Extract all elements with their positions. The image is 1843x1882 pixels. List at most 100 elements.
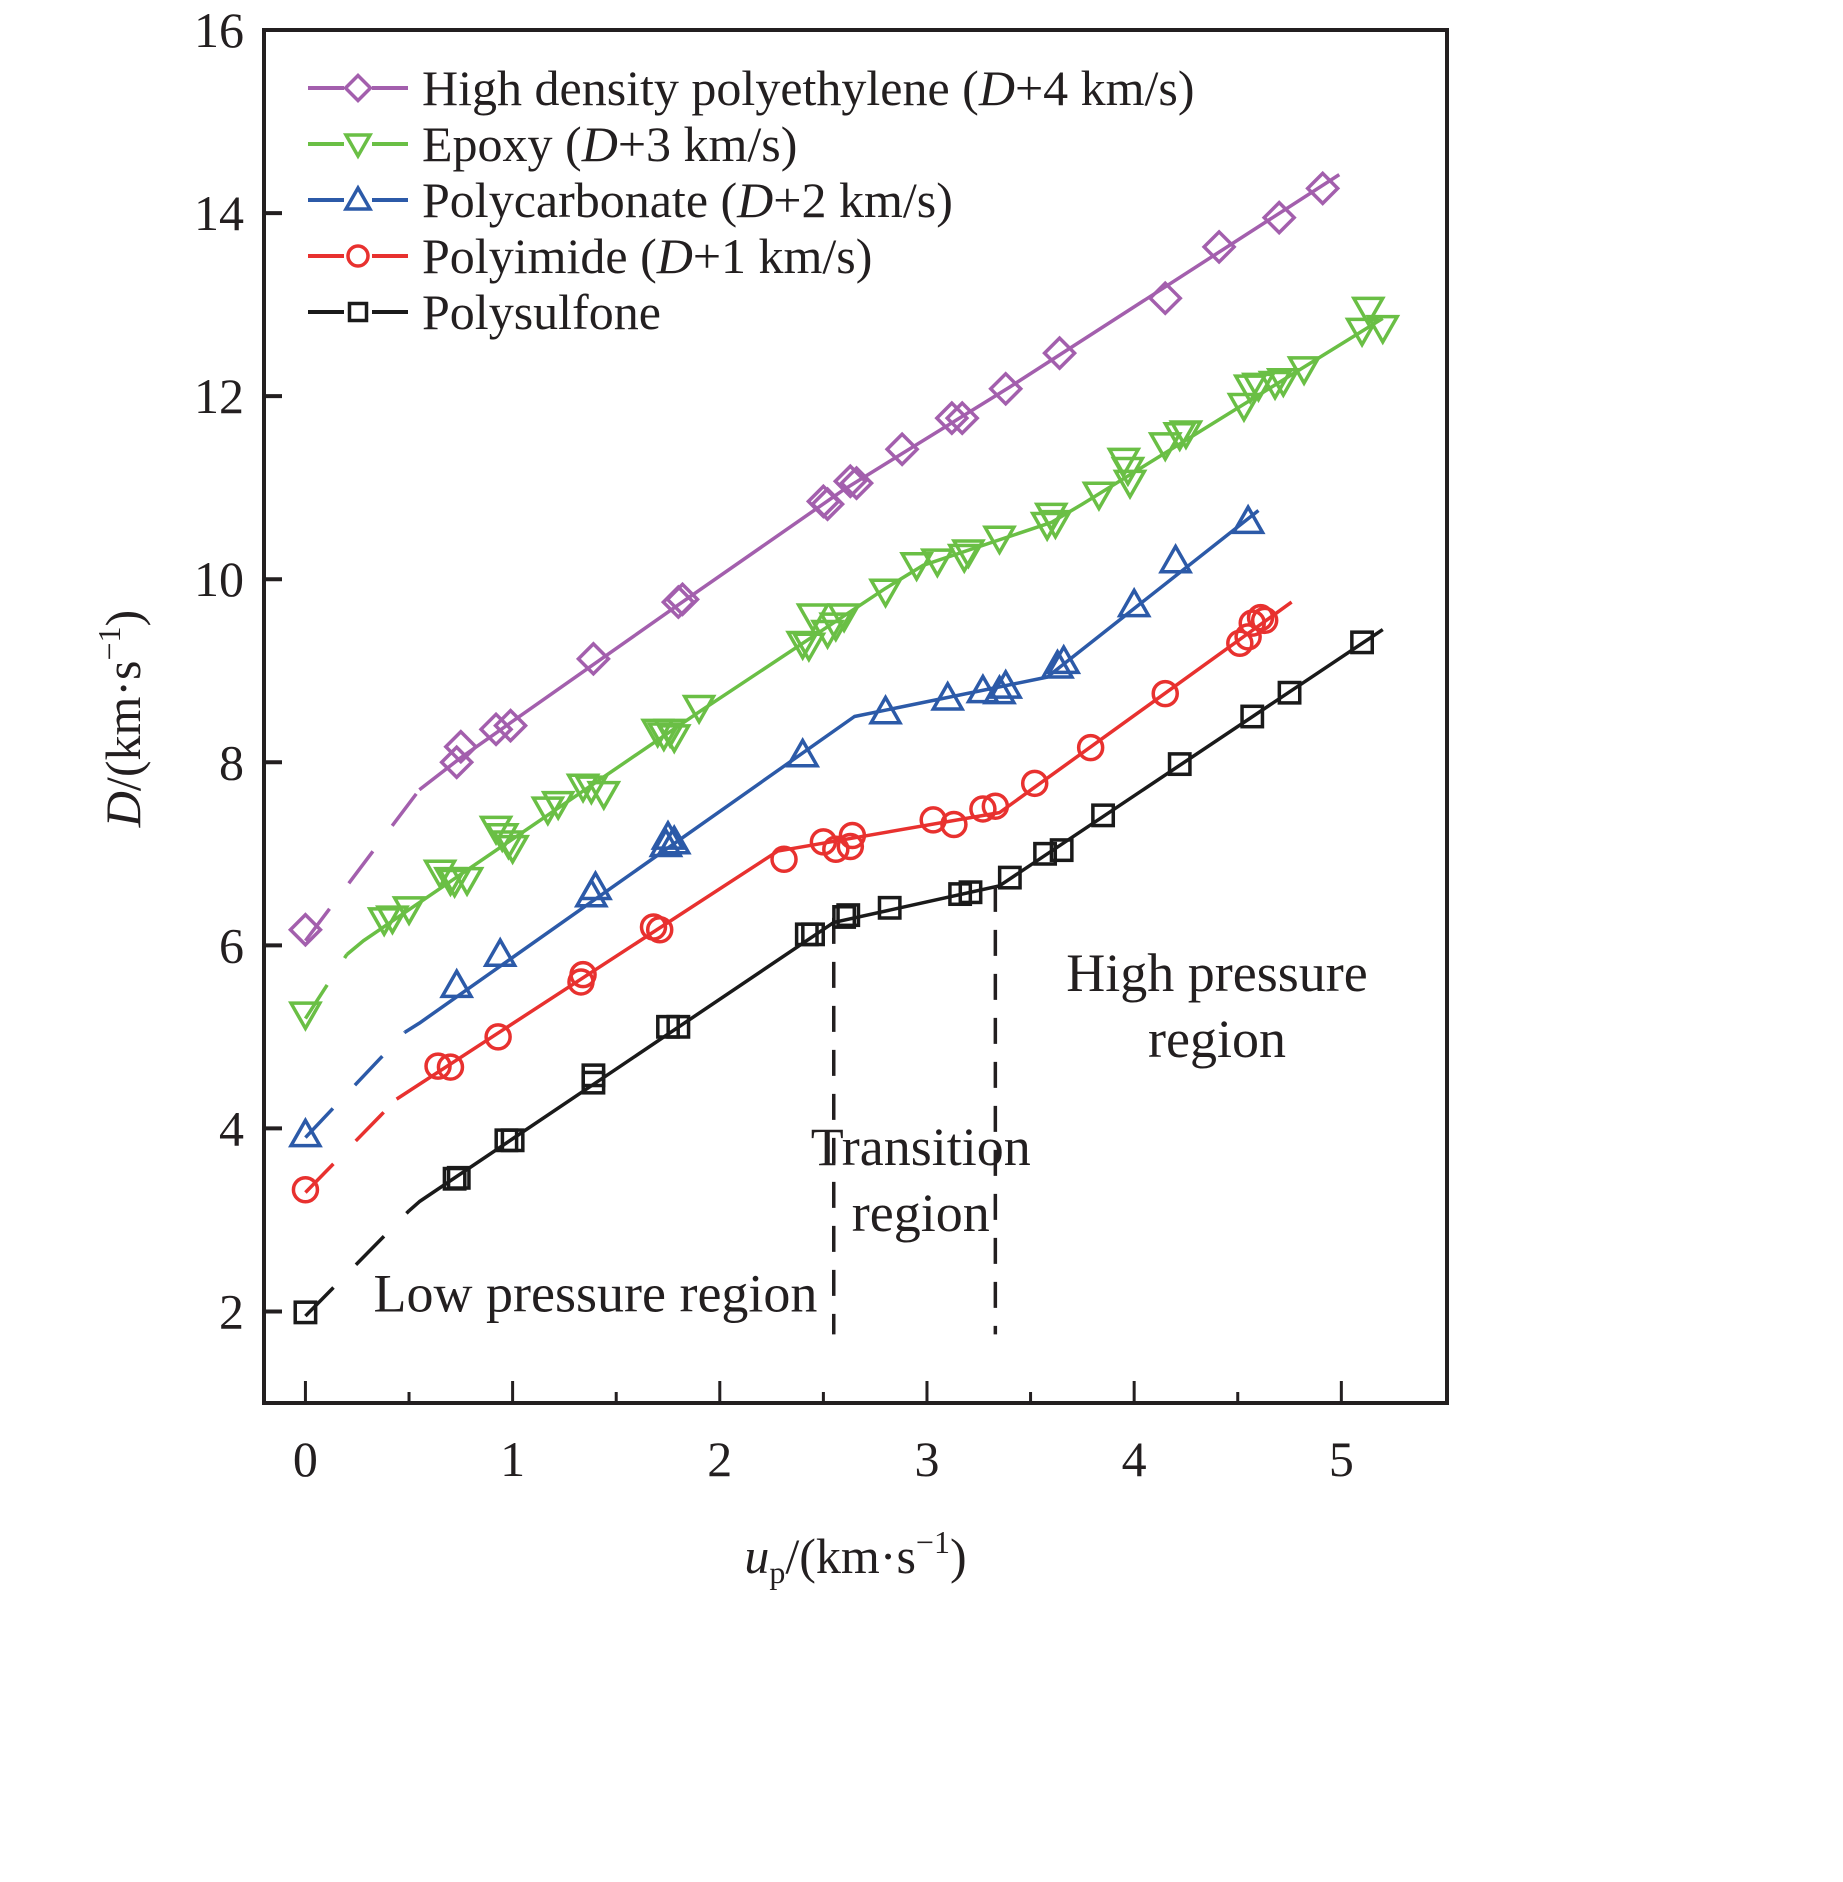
data-point-triangle-down	[1162, 422, 1198, 453]
data-point-triangle-down	[375, 905, 410, 936]
legend-item: Polysulfone	[308, 284, 661, 340]
data-point-square	[500, 1128, 525, 1153]
data-point-diamond	[944, 400, 980, 436]
data-point-triangle-up	[1158, 542, 1194, 574]
data-point-triangle-down	[1365, 314, 1401, 346]
data-point-triangle-down	[646, 722, 682, 753]
data-point-triangle-down	[422, 859, 458, 891]
data-point-square	[877, 895, 902, 920]
x-tick-label: 2	[707, 1431, 732, 1487]
data-point-triangle-down	[1344, 317, 1380, 349]
data-point-triangle-down	[391, 896, 427, 927]
data-point-triangle-up	[439, 967, 475, 999]
data-point-triangle-down	[791, 632, 827, 664]
data-point-circle	[645, 916, 674, 944]
fit-line-solid	[403, 509, 1260, 1034]
data-point-square	[666, 1014, 691, 1039]
data-point-triangle-down	[982, 525, 1017, 556]
data-point-circle	[1226, 629, 1254, 658]
data-point-triangle-down	[433, 866, 468, 898]
data-point-circle	[836, 832, 865, 861]
data-point-square	[958, 880, 983, 905]
data-point-square	[997, 865, 1022, 890]
fit-line-solid	[395, 600, 1293, 1101]
data-point-triangle-up	[965, 672, 1001, 704]
data-point-triangle-down	[1112, 469, 1148, 501]
series-markers	[288, 503, 1266, 1148]
data-point-diamond	[884, 431, 920, 467]
legend-label: Polyimide (D+1 km/s)	[422, 228, 872, 284]
data-point-circle	[569, 960, 597, 989]
series-markers	[287, 170, 1341, 948]
data-point-triangle-up	[868, 693, 903, 725]
data-point-diamond	[443, 729, 479, 765]
data-point-diamond	[839, 465, 875, 501]
legend-marker-triangle-down	[342, 133, 374, 160]
data-point-square	[446, 1165, 471, 1190]
data-point-circle	[770, 845, 798, 874]
data-point-triangle-up	[1230, 503, 1266, 535]
legend-marker-square	[347, 301, 369, 323]
fit-line-dashed	[304, 1097, 398, 1194]
legend-label: Epoxy (D+3 km/s)	[422, 116, 797, 172]
data-point-triangle-down	[868, 578, 903, 610]
legend-label: Polycarbonate (D+2 km/s)	[422, 172, 953, 228]
data-point-triangle-down	[919, 548, 955, 579]
data-point-triangle-up	[988, 668, 1024, 699]
data-point-square	[832, 905, 857, 929]
x-tick-label: 5	[1329, 1431, 1354, 1487]
data-point-diamond	[665, 581, 700, 617]
data-point-circle	[1151, 679, 1179, 708]
data-point-diamond	[988, 371, 1024, 407]
legend-item: High density polyethylene (D+4 km/s)	[308, 60, 1195, 116]
data-point-triangle-down	[1257, 370, 1293, 402]
fit-line-dashed	[304, 788, 421, 942]
series-markers	[293, 630, 1375, 1325]
data-point-triangle-down	[1241, 372, 1276, 404]
data-point-triangle-down	[899, 552, 935, 583]
legend-marker-circle	[346, 244, 370, 268]
data-point-diamond	[493, 708, 529, 744]
legend-item: Polycarbonate (D+2 km/s)	[308, 172, 953, 228]
fit-line-dashed	[304, 1209, 411, 1318]
data-point-triangle-down	[785, 630, 821, 662]
data-point-circle	[822, 835, 850, 863]
data-point-square	[1167, 752, 1192, 777]
data-point-triangle-down	[1286, 356, 1322, 387]
region-boundaries	[831, 885, 998, 1335]
data-point-square	[1277, 680, 1302, 705]
x-tick-label: 1	[500, 1431, 525, 1487]
y-tick-label: 4	[219, 1100, 244, 1156]
data-point-triangle-up	[578, 869, 613, 901]
series-markers	[288, 296, 1401, 1032]
annotation-text: region	[1148, 1009, 1286, 1069]
legend-marker-triangle-up	[342, 184, 374, 211]
data-point-diamond	[832, 463, 868, 499]
annotation-text: High pressure	[1066, 943, 1367, 1003]
data-point-circle	[1076, 733, 1105, 762]
annotation-text: region	[852, 1183, 990, 1243]
data-point-triangle-up	[1046, 643, 1082, 675]
data-point-triangle-down	[1232, 374, 1268, 405]
data-point-circle	[1246, 603, 1275, 632]
series-markers	[291, 603, 1279, 1204]
legend-marker-diamond	[343, 73, 373, 103]
y-axis-title: D/(km·s−1)	[91, 610, 151, 828]
legend-label: Polysulfone	[422, 284, 661, 340]
data-point-diamond	[1261, 200, 1297, 236]
data-point-triangle-down	[449, 866, 485, 898]
data-point-diamond	[478, 711, 514, 747]
legend: High density polyethylene (D+4 km/s)Epox…	[308, 60, 1195, 340]
legend-item: Polyimide (D+1 km/s)	[308, 228, 872, 284]
data-point-triangle-up	[650, 819, 686, 850]
data-point-square	[836, 903, 861, 928]
annotation-text: Low pressure region	[374, 1263, 818, 1323]
y-tick-label: 6	[219, 917, 244, 973]
data-point-triangle-up	[1116, 586, 1152, 618]
data-point-triangle-down	[495, 834, 531, 866]
x-tick-label: 0	[293, 1431, 318, 1487]
y-tick-label: 12	[194, 368, 244, 424]
data-point-triangle-down	[681, 694, 717, 726]
data-point-square	[1240, 704, 1265, 729]
